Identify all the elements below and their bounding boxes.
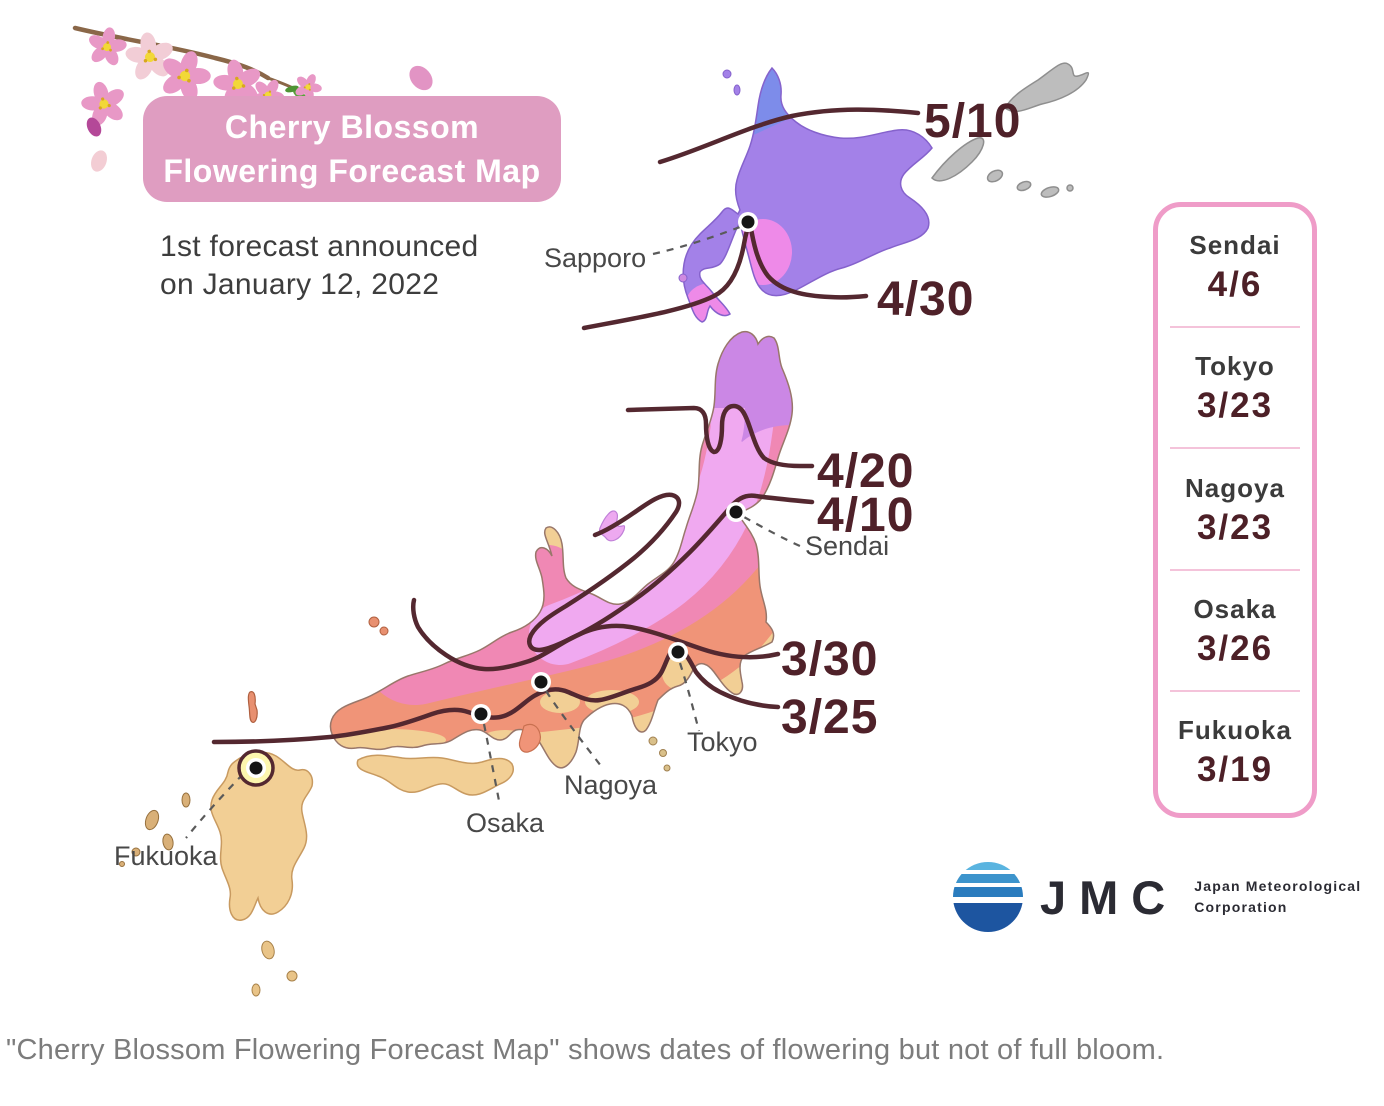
jmc-globe-icon [953,862,1023,932]
forecast-city: Osaka [1193,593,1277,624]
forecast-row-tokyo: Tokyo 3/23 [1158,328,1312,450]
blossom-icon [75,75,133,133]
jmc-logo: JMC Japan Meteorological Corporation [952,860,1361,934]
sakura-branch-decoration [72,23,433,172]
date-label-3-30: 3/30 [781,633,878,686]
forecast-row-nagoya: Nagoya 3/23 [1158,449,1312,571]
jmc-name-line2: Corporation [1194,899,1288,915]
city-leader-lines [185,225,801,839]
announcement-line2: on January 12, 2022 [160,267,440,301]
map-title-line1: Cherry Blossom [224,108,480,145]
oki-islands [368,616,389,636]
date-label-4-30: 4/30 [877,273,974,326]
petal-icon [86,117,102,137]
city-label-sendai: Sendai [805,531,889,561]
hokkaido-small-islands [678,69,741,283]
forecast-city: Tokyo [1195,351,1275,382]
city-markers [237,212,758,787]
city-marker-osaka [471,704,491,724]
city-label-nagoya: Nagoya [564,770,658,800]
city-marker-nagoya [531,672,551,692]
zone-salmon-band [330,540,793,768]
kyushu-south-islets [251,940,298,997]
date-label-4-20: 4/20 [817,445,914,498]
date-label-3-25: 3/25 [781,691,878,744]
forecast-date: 3/23 [1196,386,1274,426]
petal-icon [409,65,433,91]
izu-islands [648,736,671,772]
city-label-fukuoka: Fukuoka [114,841,219,871]
contour-lines [211,107,921,745]
jmc-company-name: Japan Meteorological Corporation [1194,876,1361,918]
date-label-4-10: 4/10 [817,489,914,542]
date-label-5-10: 5/10 [924,95,1021,148]
forecast-date: 4/6 [1207,265,1263,305]
city-marker-fukuoka [237,749,275,787]
forecast-date: 3/23 [1196,507,1274,547]
jmc-acronym: JMC [1040,870,1179,924]
awaji-island [518,723,541,753]
map-city-labels: Sapporo Sendai Tokyo Nagoya Osaka Fukuok… [114,243,889,871]
city-label-osaka: Osaka [466,808,545,838]
forecast-row-osaka: Osaka 3/26 [1158,571,1312,693]
forecast-row-fukuoka: Fukuoka 3/19 [1158,692,1312,813]
tsushima-island [247,691,258,723]
jmc-name-line1: Japan Meteorological [1194,878,1362,894]
announcement-line1: 1st forecast announced [160,230,479,263]
city-marker-tokyo [668,642,688,662]
city-marker-sapporo [738,212,758,232]
forecast-city: Nagoya [1185,472,1285,503]
map-title-box: Cherry Blossom Flowering Forecast Map [143,96,561,202]
forecast-row-sendai: Sendai 4/6 [1158,207,1312,329]
kuril-islands [931,62,1090,198]
small-islands [119,510,671,997]
honshu-island [329,330,794,769]
forecast-announcement: 1st forecast announced on January 12, 20… [160,228,560,303]
city-label-tokyo: Tokyo [687,727,758,757]
contour-line-5-10 [657,107,921,165]
map-title-line2: Flowering Forecast Map [163,153,541,189]
contour-line-4-10 [527,492,815,653]
caption-text: "Cherry Blossom Flowering Forecast Map" … [6,1034,1165,1066]
shikoku-island [356,754,514,796]
kyushu-west-islets [119,792,191,867]
map-date-labels: 5/10 4/30 4/20 4/10 3/30 3/25 [781,95,1021,744]
contour-line-3-30 [410,597,781,672]
city-marker-sendai [726,502,746,522]
blossom-icon [120,28,180,85]
contour-line-4-20 [625,403,815,469]
forecast-city: Fukuoka [1178,714,1292,745]
forecast-city: Sendai [1189,230,1281,261]
forecast-date: 3/19 [1196,749,1274,789]
forecast-date: 3/26 [1196,628,1274,668]
city-label-sapporo: Sapporo [544,243,646,273]
petal-icon [91,150,107,172]
contour-line-3-25 [211,645,781,745]
forecast-panel: Sendai 4/6 Tokyo 3/23 Nagoya 3/23 Osaka … [1153,202,1317,818]
kyushu-island [210,751,314,921]
